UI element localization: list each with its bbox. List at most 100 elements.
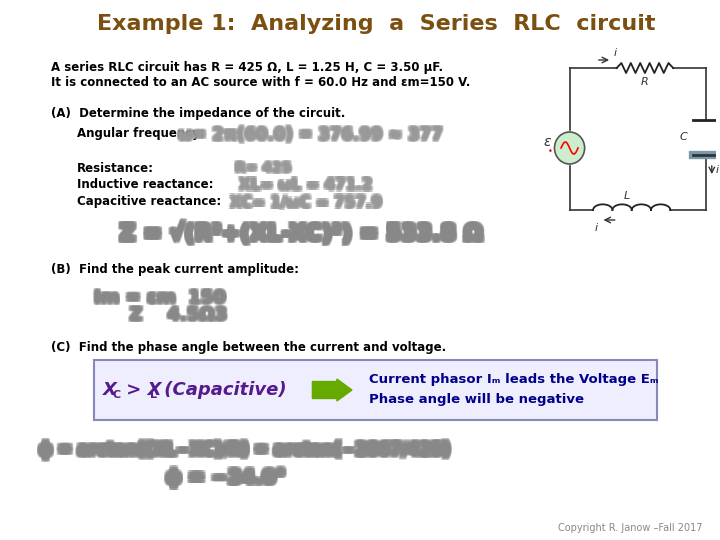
Text: ϕ = −34.0°: ϕ = −34.0° [168,467,289,485]
Text: Z = √(R²+(XL-XC)²) = 533.8 Ω: Z = √(R²+(XL-XC)²) = 533.8 Ω [122,222,485,244]
Text: ϕ = −34.0°: ϕ = −34.0° [168,468,289,487]
Text: Z = √(R²+(XL-XC)²) = 533.8 Ω: Z = √(R²+(XL-XC)²) = 533.8 Ω [117,225,481,247]
Text: Z    4.5Ω3: Z 4.5Ω3 [93,305,228,323]
Text: Z    4.5Ω3: Z 4.5Ω3 [90,307,225,325]
Text: XL= ωL = 471.2: XL= ωL = 471.2 [238,177,372,192]
Text: XC= 1/ωC = 757.9: XC= 1/ωC = 757.9 [228,193,380,208]
Text: Z = √(R²+(XL-XC)²) = 533.8 Ω: Z = √(R²+(XL-XC)²) = 533.8 Ω [117,222,481,244]
Text: R= 425: R= 425 [234,161,291,175]
Text: R: R [641,77,649,87]
Text: Z = √(R²+(XL-XC)²) = 533.8 Ω: Z = √(R²+(XL-XC)²) = 533.8 Ω [117,220,480,242]
Text: Z    4.5Ω3: Z 4.5Ω3 [92,306,228,324]
Text: ω= 2π(60.0) = 376.99 ≈ 377: ω= 2π(60.0) = 376.99 ≈ 377 [176,127,441,145]
Text: XC= 1/ωC = 757.9: XC= 1/ωC = 757.9 [230,193,383,208]
Text: XC= 1/ωC = 757.9: XC= 1/ωC = 757.9 [232,194,384,210]
Text: XL= ωL = 471.2: XL= ωL = 471.2 [241,179,374,194]
Text: ϕ = arctan((XL−XC)/R) = arctan(−2867/425): ϕ = arctan((XL−XC)/R) = arctan(−2867/425… [40,443,451,461]
Text: XC= 1/ωC = 757.9: XC= 1/ωC = 757.9 [229,195,381,211]
Text: XC= 1/ωC = 757.9: XC= 1/ωC = 757.9 [228,195,380,211]
Text: ω= 2π(60.0) = 376.99 ≈ 377: ω= 2π(60.0) = 376.99 ≈ 377 [178,125,443,143]
Text: Z = √(R²+(XL-XC)²) = 533.8 Ω: Z = √(R²+(XL-XC)²) = 533.8 Ω [121,223,485,245]
Text: XL= ωL = 471.2: XL= ωL = 471.2 [239,179,372,193]
Text: ϕ = arctan((XL−XC)/R) = arctan(−2867/425): ϕ = arctan((XL−XC)/R) = arctan(−2867/425… [37,444,448,462]
Text: XL= ωL = 471.2: XL= ωL = 471.2 [238,179,372,194]
Text: ω= 2π(60.0) = 376.99 ≈ 377: ω= 2π(60.0) = 376.99 ≈ 377 [177,125,442,143]
Text: Im = εm  150: Im = εm 150 [93,287,225,305]
Text: XL= ωL = 471.2: XL= ωL = 471.2 [237,179,371,193]
Text: ϕ = arctan((XL−XC)/R) = arctan(−2867/425): ϕ = arctan((XL−XC)/R) = arctan(−2867/425… [42,442,453,460]
Text: R= 425: R= 425 [236,159,292,173]
Text: > X: > X [120,381,162,399]
Text: ϕ = −34.0°: ϕ = −34.0° [168,470,287,489]
Text: R= 425: R= 425 [237,163,294,177]
Text: ϕ = arctan((XL−XC)/R) = arctan(−2867/425): ϕ = arctan((XL−XC)/R) = arctan(−2867/425… [42,444,453,462]
Text: XC= 1/ωC = 757.9: XC= 1/ωC = 757.9 [229,194,381,210]
Text: ϕ = arctan((XL−XC)/R) = arctan(−2867/425): ϕ = arctan((XL−XC)/R) = arctan(−2867/425… [37,440,448,458]
Text: XC= 1/ωC = 757.9: XC= 1/ωC = 757.9 [228,198,380,213]
Text: ϕ = −34.0°: ϕ = −34.0° [165,467,284,485]
Text: ϕ = −34.0°: ϕ = −34.0° [168,469,287,488]
Text: ϕ = arctan((XL−XC)/R) = arctan(−2867/425): ϕ = arctan((XL−XC)/R) = arctan(−2867/425… [38,444,449,462]
Text: XC= 1/ωC = 757.9: XC= 1/ωC = 757.9 [229,197,381,212]
Text: XL= ωL = 471.2: XL= ωL = 471.2 [240,178,374,192]
Text: ϕ = arctan((XL−XC)/R) = arctan(−2867/425): ϕ = arctan((XL−XC)/R) = arctan(−2867/425… [41,443,452,461]
Text: ϕ = arctan((XL−XC)/R) = arctan(−2867/425): ϕ = arctan((XL−XC)/R) = arctan(−2867/425… [39,441,450,459]
Text: ϕ = −34.0°: ϕ = −34.0° [163,465,283,484]
Text: A series RLC circuit has R = 425 Ω, L = 1.25 H, C = 3.50 μF.: A series RLC circuit has R = 425 Ω, L = … [51,62,444,75]
Text: Im = εm  150: Im = εm 150 [96,288,228,306]
Text: XL= ωL = 471.2: XL= ωL = 471.2 [241,176,374,191]
Text: Z = √(R²+(XL-XC)²) = 533.8 Ω: Z = √(R²+(XL-XC)²) = 533.8 Ω [121,225,485,247]
Text: L: L [150,390,158,400]
Text: ω= 2π(60.0) = 376.99 ≈ 377: ω= 2π(60.0) = 376.99 ≈ 377 [179,126,444,144]
Text: ϕ = −34.0°: ϕ = −34.0° [164,468,284,487]
Text: Z    4.5Ω3: Z 4.5Ω3 [93,306,228,324]
Text: ω= 2π(60.0) = 376.99 ≈ 377: ω= 2π(60.0) = 376.99 ≈ 377 [180,124,445,142]
Text: •: • [548,147,553,157]
Text: XL= ωL = 471.2: XL= ωL = 471.2 [238,179,372,193]
Text: ω= 2π(60.0) = 376.99 ≈ 377: ω= 2π(60.0) = 376.99 ≈ 377 [179,125,444,143]
Text: i: i [716,165,719,175]
Text: Z = √(R²+(XL-XC)²) = 533.8 Ω: Z = √(R²+(XL-XC)²) = 533.8 Ω [117,221,481,243]
Text: ϕ = arctan((XL−XC)/R) = arctan(−2867/425): ϕ = arctan((XL−XC)/R) = arctan(−2867/425… [41,439,452,457]
Text: Im = εm  150: Im = εm 150 [92,290,224,308]
Text: Z    4.5Ω3: Z 4.5Ω3 [92,307,228,325]
Text: R= 425: R= 425 [236,163,292,177]
Text: ϕ = arctan((XL−XC)/R) = arctan(−2867/425): ϕ = arctan((XL−XC)/R) = arctan(−2867/425… [40,444,451,462]
Text: (B)  Find the peak current amplitude:: (B) Find the peak current amplitude: [51,264,300,276]
Text: ϕ = −34.0°: ϕ = −34.0° [168,469,289,489]
Text: Current phasor Iₘ leads the Voltage Eₘ: Current phasor Iₘ leads the Voltage Eₘ [369,374,659,387]
Text: C: C [680,132,688,143]
Text: ϕ = arctan((XL−XC)/R) = arctan(−2867/425): ϕ = arctan((XL−XC)/R) = arctan(−2867/425… [36,442,447,460]
Text: ϕ = arctan((XL−XC)/R) = arctan(−2867/425): ϕ = arctan((XL−XC)/R) = arctan(−2867/425… [38,443,449,461]
Text: XL= ωL = 471.2: XL= ωL = 471.2 [239,177,372,192]
Text: XC= 1/ωC = 757.9: XC= 1/ωC = 757.9 [230,194,383,210]
Text: Z = √(R²+(XL-XC)²) = 533.8 Ω: Z = √(R²+(XL-XC)²) = 533.8 Ω [117,224,481,246]
Text: XC= 1/ωC = 757.9: XC= 1/ωC = 757.9 [230,198,382,213]
Text: ϕ = −34.0°: ϕ = −34.0° [163,469,283,488]
Text: ω= 2π(60.0) = 376.99 ≈ 377: ω= 2π(60.0) = 376.99 ≈ 377 [178,124,443,142]
Text: ϕ = arctan((XL−XC)/R) = arctan(−2867/425): ϕ = arctan((XL−XC)/R) = arctan(−2867/425… [41,441,452,459]
Text: ϕ = −34.0°: ϕ = −34.0° [168,471,287,490]
Text: Z    4.5Ω3: Z 4.5Ω3 [91,308,226,326]
Text: XC= 1/ωC = 757.9: XC= 1/ωC = 757.9 [230,197,383,212]
Text: ϕ = arctan((XL−XC)/R) = arctan(−2867/425): ϕ = arctan((XL−XC)/R) = arctan(−2867/425… [39,443,450,461]
Text: R= 425: R= 425 [233,163,289,177]
Text: XL= ωL = 471.2: XL= ωL = 471.2 [240,177,374,192]
Text: Z = √(R²+(XL-XC)²) = 533.8 Ω: Z = √(R²+(XL-XC)²) = 533.8 Ω [117,219,480,241]
Text: ω= 2π(60.0) = 376.99 ≈ 377: ω= 2π(60.0) = 376.99 ≈ 377 [179,124,444,142]
Text: (A)  Determine the impedance of the circuit.: (A) Determine the impedance of the circu… [51,106,346,119]
FancyArrow shape [312,379,352,401]
Text: Im = εm  150: Im = εm 150 [95,290,227,308]
Text: Z    4.5Ω3: Z 4.5Ω3 [94,304,229,322]
Text: ϕ = arctan((XL−XC)/R) = arctan(−2867/425): ϕ = arctan((XL−XC)/R) = arctan(−2867/425… [37,442,448,460]
Text: Z    4.5Ω3: Z 4.5Ω3 [93,304,228,322]
Text: ϕ = arctan((XL−XC)/R) = arctan(−2867/425): ϕ = arctan((XL−XC)/R) = arctan(−2867/425… [37,438,448,456]
Text: XC= 1/ωC = 757.9: XC= 1/ωC = 757.9 [230,195,382,211]
Text: ϕ = −34.0°: ϕ = −34.0° [168,469,289,488]
Text: XL= ωL = 471.2: XL= ωL = 471.2 [239,176,372,191]
Text: ϕ = −34.0°: ϕ = −34.0° [167,469,287,489]
Text: i: i [595,223,598,233]
Text: ϕ = arctan((XL−XC)/R) = arctan(−2867/425): ϕ = arctan((XL−XC)/R) = arctan(−2867/425… [36,439,447,457]
Text: ϕ = arctan((XL−XC)/R) = arctan(−2867/425): ϕ = arctan((XL−XC)/R) = arctan(−2867/425… [38,440,449,458]
Text: Resistance:: Resistance: [77,161,154,174]
